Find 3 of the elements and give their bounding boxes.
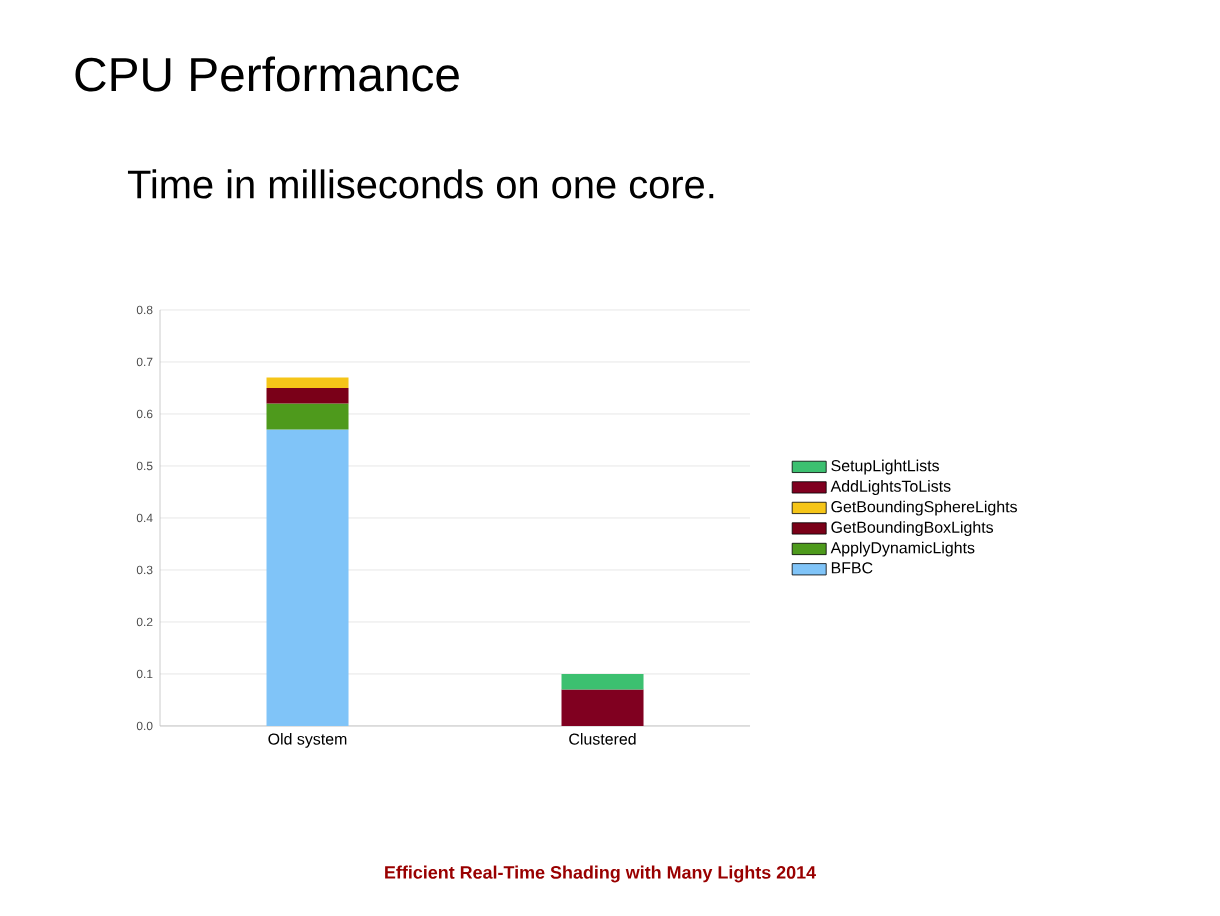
- text: Efficient Real-Time Shading with Many Lights 2014: [385, 865, 816, 883]
- chart-subtitle: Time in milliseconds on one core.: [127, 169, 714, 199]
- chart-title: CPU Performance: [75, 56, 459, 92]
